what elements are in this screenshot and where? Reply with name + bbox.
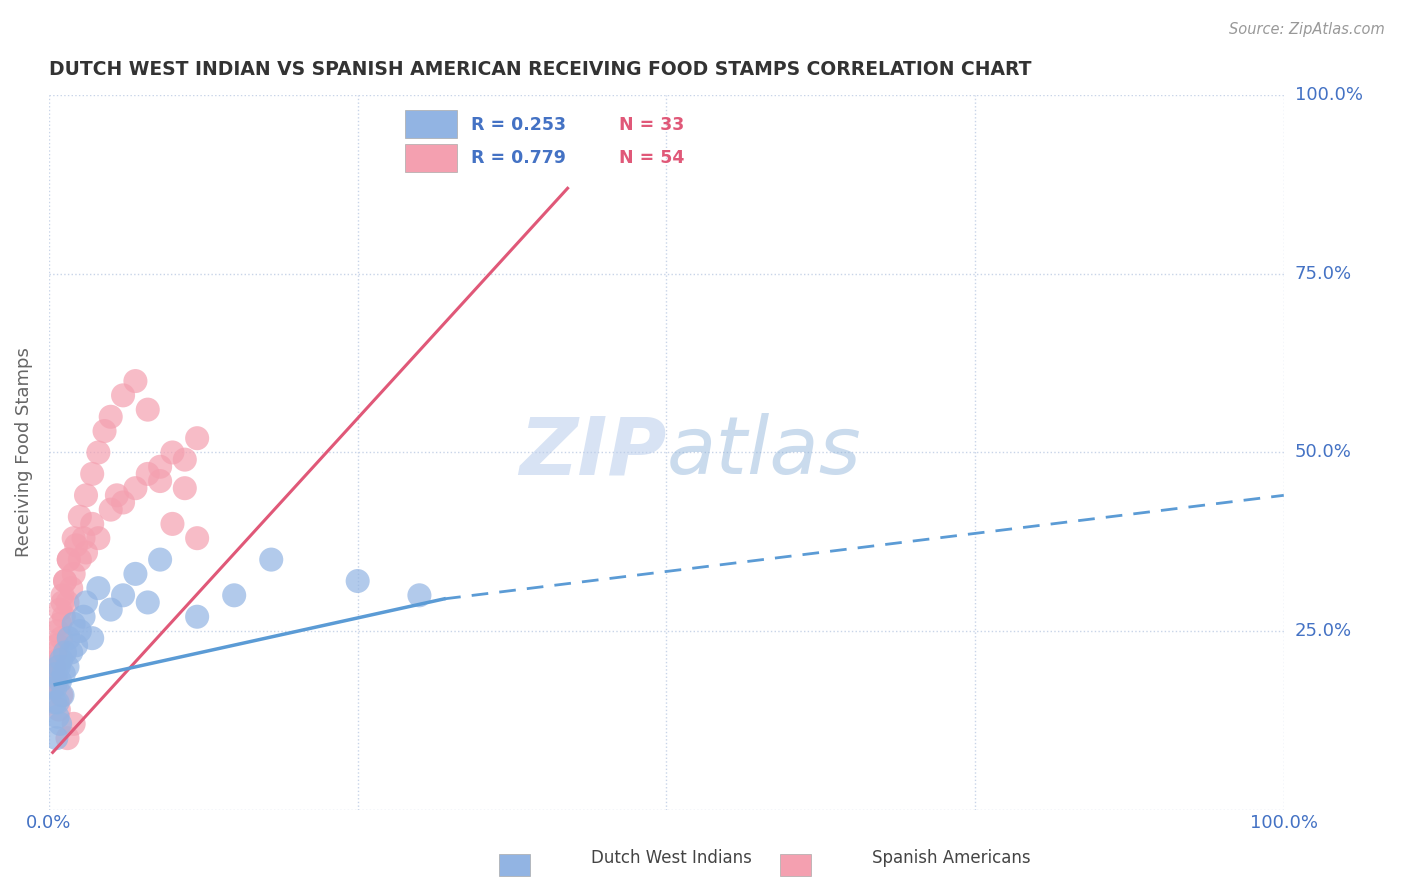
- Point: [62, 716, 84, 731]
- Point: [49, 616, 72, 631]
- Text: Dutch West Indians: Dutch West Indians: [591, 849, 751, 867]
- Point: [51, 595, 73, 609]
- Point: [52, 609, 75, 624]
- Point: [112, 588, 135, 602]
- Point: [75, 595, 97, 609]
- Point: [45, 666, 67, 681]
- Text: atlas: atlas: [666, 414, 860, 491]
- Point: [82, 467, 104, 481]
- Text: DUTCH WEST INDIAN VS SPANISH AMERICAN RECEIVING FOOD STAMPS CORRELATION CHART: DUTCH WEST INDIAN VS SPANISH AMERICAN RE…: [49, 60, 1032, 78]
- Point: [87, 531, 110, 545]
- Point: [44, 645, 66, 659]
- Point: [46, 709, 69, 723]
- Point: [65, 638, 87, 652]
- Point: [53, 574, 76, 588]
- Point: [112, 495, 135, 509]
- Point: [45, 673, 67, 688]
- Point: [56, 595, 79, 609]
- Point: [124, 481, 146, 495]
- Point: [136, 402, 159, 417]
- Point: [162, 516, 184, 531]
- Point: [49, 716, 72, 731]
- Point: [56, 659, 79, 673]
- Point: [41, 681, 63, 695]
- Point: [51, 588, 73, 602]
- Point: [51, 652, 73, 666]
- Point: [162, 445, 184, 459]
- Point: [45, 731, 67, 745]
- Point: [186, 431, 208, 445]
- Point: [87, 581, 110, 595]
- Point: [72, 531, 94, 545]
- Point: [75, 488, 97, 502]
- Point: [173, 452, 195, 467]
- Point: [72, 609, 94, 624]
- Text: 50.0%: 50.0%: [1295, 443, 1351, 461]
- Point: [82, 631, 104, 645]
- Text: Source: ZipAtlas.com: Source: ZipAtlas.com: [1229, 22, 1385, 37]
- Point: [44, 666, 66, 681]
- Point: [65, 538, 87, 552]
- Point: [69, 624, 91, 638]
- Point: [186, 531, 208, 545]
- Point: [49, 673, 72, 688]
- Point: [44, 695, 66, 709]
- Point: [136, 595, 159, 609]
- Point: [53, 574, 76, 588]
- Point: [48, 659, 70, 673]
- Text: Spanish Americans: Spanish Americans: [872, 849, 1031, 867]
- Point: [105, 488, 128, 502]
- Point: [52, 666, 75, 681]
- Point: [75, 545, 97, 559]
- Point: [260, 552, 283, 566]
- Point: [51, 688, 73, 702]
- Point: [46, 695, 69, 709]
- Point: [58, 552, 80, 566]
- Point: [136, 467, 159, 481]
- Point: [186, 609, 208, 624]
- Point: [62, 616, 84, 631]
- Point: [87, 445, 110, 459]
- Y-axis label: Receiving Food Stamps: Receiving Food Stamps: [15, 348, 32, 558]
- Point: [93, 424, 115, 438]
- Text: 100.0%: 100.0%: [1295, 87, 1362, 104]
- Point: [100, 409, 122, 424]
- Text: ZIP: ZIP: [519, 414, 666, 491]
- Point: [62, 531, 84, 545]
- Point: [124, 374, 146, 388]
- Text: 25.0%: 25.0%: [1295, 622, 1353, 640]
- Point: [224, 588, 246, 602]
- Point: [44, 681, 66, 695]
- Point: [51, 631, 73, 645]
- Point: [62, 566, 84, 581]
- Point: [69, 552, 91, 566]
- Point: [48, 702, 70, 716]
- Point: [58, 631, 80, 645]
- Point: [346, 574, 368, 588]
- Point: [46, 638, 69, 652]
- Point: [149, 552, 172, 566]
- Point: [82, 516, 104, 531]
- Point: [112, 388, 135, 402]
- Point: [100, 502, 122, 516]
- Point: [124, 566, 146, 581]
- Point: [58, 552, 80, 566]
- Point: [100, 602, 122, 616]
- Point: [149, 459, 172, 474]
- Point: [51, 688, 73, 702]
- Point: [173, 481, 195, 495]
- Point: [60, 581, 83, 595]
- Point: [42, 659, 65, 673]
- Point: [69, 509, 91, 524]
- Text: 75.0%: 75.0%: [1295, 265, 1353, 283]
- Point: [46, 624, 69, 638]
- Point: [149, 474, 172, 488]
- Point: [53, 645, 76, 659]
- Point: [56, 731, 79, 745]
- Point: [49, 602, 72, 616]
- Point: [408, 588, 430, 602]
- Point: [48, 652, 70, 666]
- Point: [60, 645, 83, 659]
